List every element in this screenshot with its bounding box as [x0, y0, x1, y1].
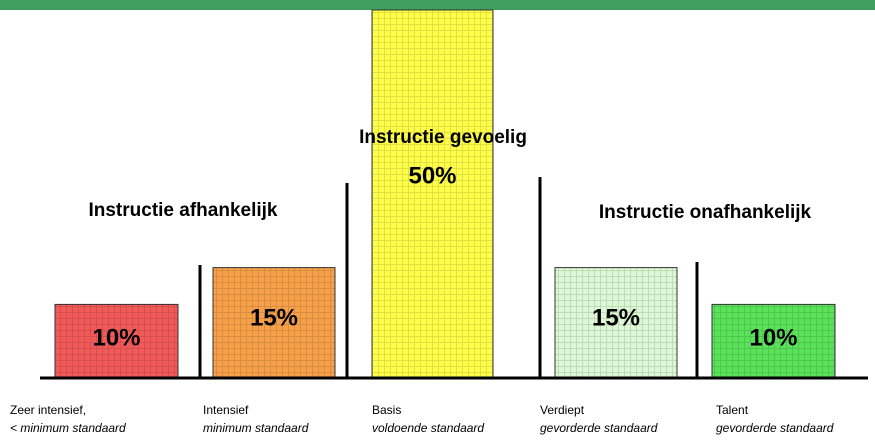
- group-label: Instructie onafhankelijk: [599, 202, 812, 223]
- bar-hatch: [555, 267, 677, 378]
- category-note: gevorderde standaard: [716, 421, 834, 435]
- category-label: Talent: [716, 403, 749, 417]
- value-label: 15%: [592, 304, 640, 331]
- category-label: Zeer intensief,: [10, 403, 86, 417]
- value-label: 10%: [749, 325, 797, 352]
- group-label: Instructie afhankelijk: [88, 200, 277, 221]
- category-label: Intensief: [203, 403, 249, 417]
- category-note: voldoende standaard: [372, 421, 484, 435]
- bar-hatch: [712, 304, 835, 378]
- plot: 10% Zeer intensief, < minimum standaard 15%…: [10, 9, 868, 435]
- category-note: minimum standaard: [203, 421, 309, 435]
- top-band: [0, 0, 875, 10]
- bar-hatch: [55, 304, 178, 378]
- bar-hatch: [372, 10, 493, 378]
- value-label: 15%: [250, 304, 298, 331]
- category-note: < minimum standaard: [10, 421, 126, 435]
- group-label: Instructie gevoelig: [359, 127, 527, 148]
- value-label: 50%: [408, 163, 456, 190]
- value-label: 10%: [92, 325, 140, 352]
- category-note: gevorderde standaard: [540, 421, 658, 435]
- bar-hatch: [213, 267, 335, 378]
- category-label: Basis: [372, 403, 401, 417]
- category-label: Verdiept: [540, 403, 585, 417]
